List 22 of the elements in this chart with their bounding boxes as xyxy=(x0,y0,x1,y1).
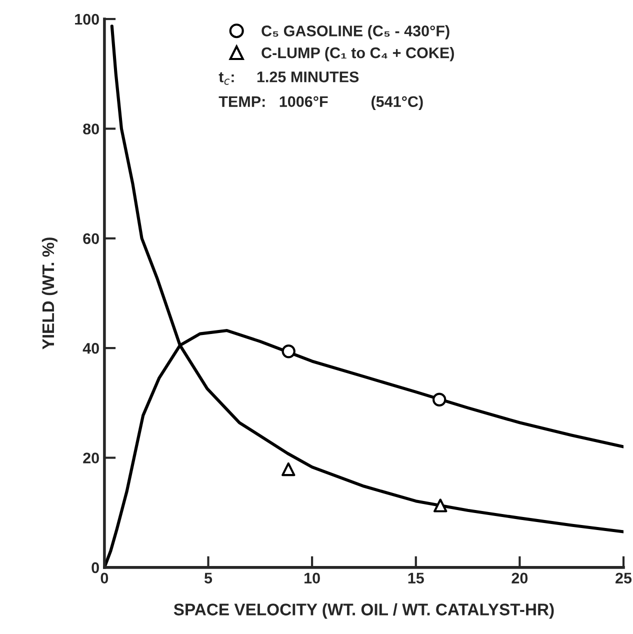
y-tick-label: 100 xyxy=(75,14,99,25)
y-tick-label: 40 xyxy=(82,342,99,354)
point xyxy=(432,392,446,406)
x-tick-label: 25 xyxy=(616,572,632,584)
y-tick-label: 20 xyxy=(83,452,99,464)
point xyxy=(282,344,296,358)
y-tick-label: 0 xyxy=(92,562,99,574)
y-axis-title: YIELD (WT. %) xyxy=(42,238,58,350)
x-tick-label: 5 xyxy=(204,572,212,584)
x-axis-title: SPACE VELOCITY (WT. OIL / WT. CATALYST-HR) xyxy=(174,603,554,619)
x-tick-label: 0 xyxy=(100,572,108,584)
point xyxy=(434,498,448,512)
annotation: t$_{c}$: 1.25 MINUTES xyxy=(218,71,359,85)
x-tick-label: 20 xyxy=(512,572,528,584)
x-tick-label: 10 xyxy=(304,572,320,584)
y-tick-label: 60 xyxy=(83,233,99,244)
legend-label: C-LUMP (C₁ to C₄ + COKE) xyxy=(262,47,454,62)
annotation: TEMP: 1006°F (541°C) xyxy=(218,96,423,110)
x-tick-label: 15 xyxy=(408,572,424,584)
point xyxy=(282,462,296,476)
legend-label: C₅ GASOLINE (C₅ - 430°F) xyxy=(262,25,450,40)
y-tick-label: 80 xyxy=(83,124,99,134)
